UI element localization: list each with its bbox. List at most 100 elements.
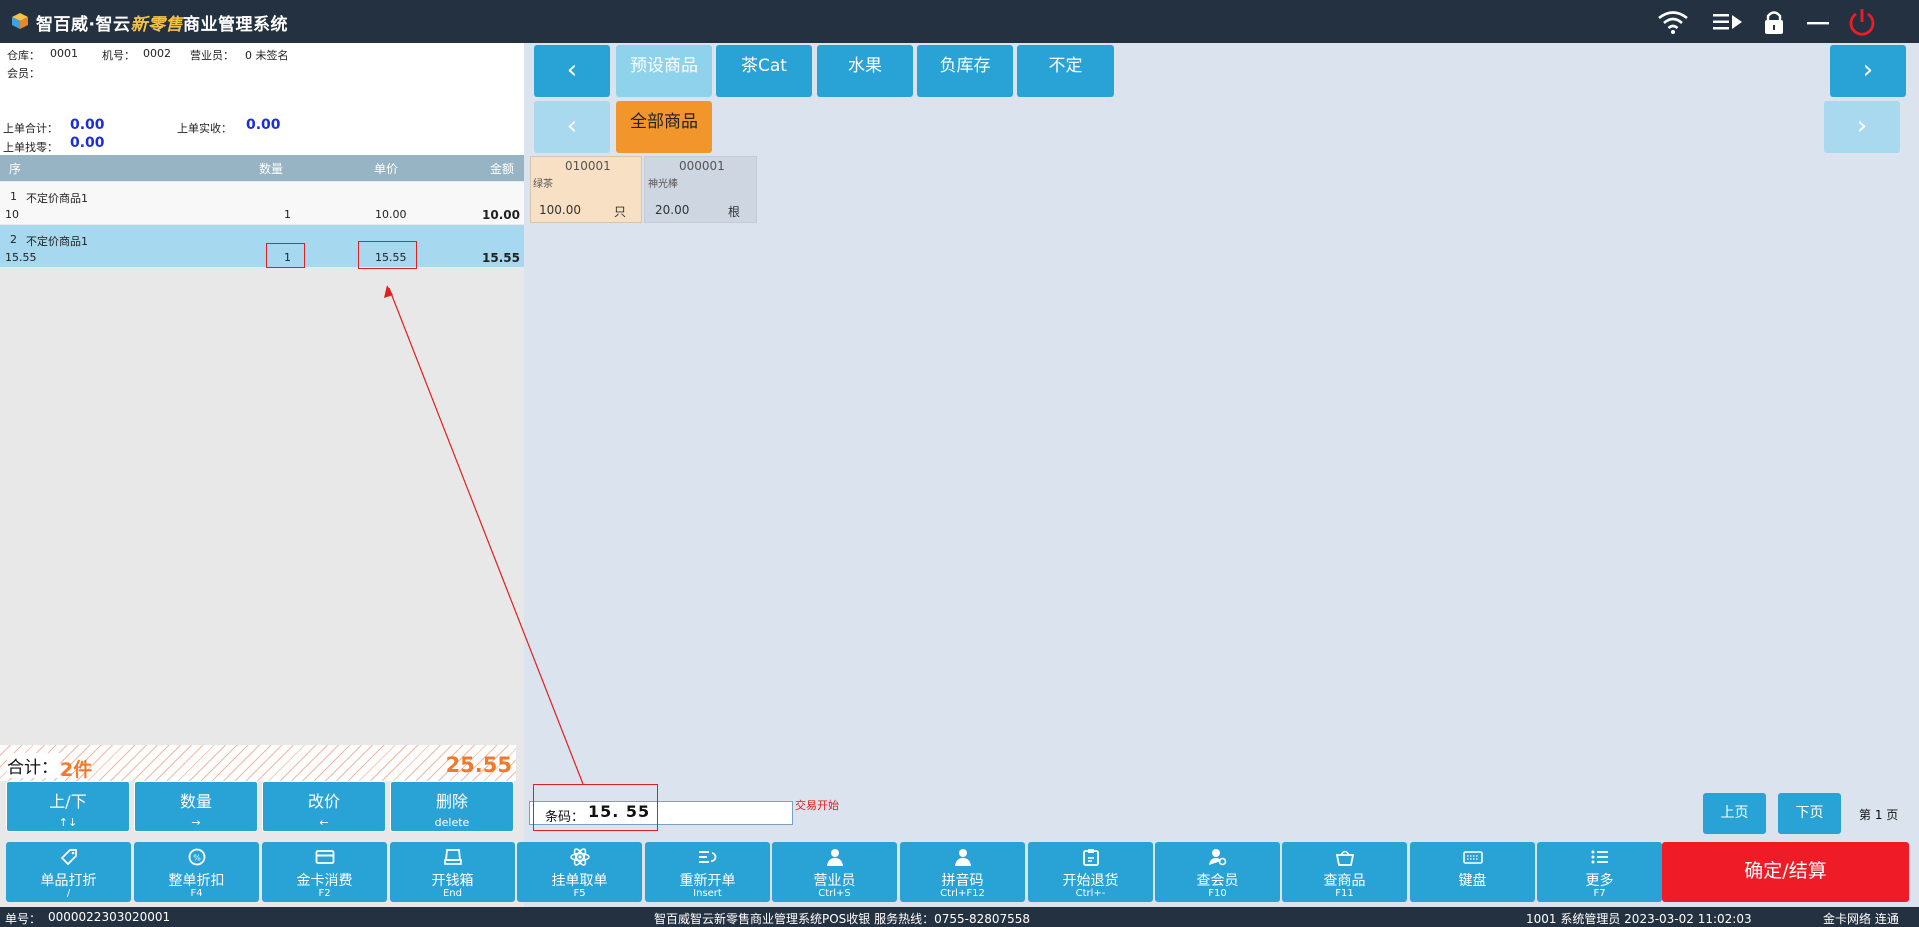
- item-discount-button[interactable]: 单品打折 /: [6, 842, 131, 902]
- barcode-label: 条码：: [545, 810, 585, 825]
- total-sum: 25.55: [445, 753, 512, 777]
- col-price: 单价: [374, 162, 399, 176]
- up-down-button[interactable]: 上/下 ↑↓: [6, 781, 130, 832]
- next-page-button[interactable]: 下页: [1778, 793, 1841, 834]
- app-title: 智百威·智云新零售商业管理系统: [36, 15, 288, 35]
- tag-icon: [60, 849, 77, 866]
- return-icon: [1082, 849, 1099, 866]
- table-row[interactable]: 1 不定价商品1 10 1 10.00 10.00: [0, 182, 524, 224]
- last-total-value: 0.00: [70, 117, 105, 133]
- search-member-button[interactable]: 查会员 F10: [1155, 842, 1280, 902]
- wifi-icon: [1658, 11, 1688, 34]
- confirm-checkout-button[interactable]: 确定/结算: [1662, 842, 1909, 902]
- prev-page-button[interactable]: 上页: [1703, 793, 1766, 834]
- col-amount: 金额: [490, 162, 515, 176]
- table-row-selected[interactable]: 2 不定价商品1 15.55 1 15.55 15.55: [0, 225, 524, 267]
- clerk-icon: [826, 849, 843, 866]
- row-no: 2: [10, 233, 17, 246]
- row-name: 不定价商品1: [26, 235, 88, 248]
- delete-button[interactable]: 删除 delete: [390, 781, 514, 832]
- barcode-value: 15. 55: [588, 802, 651, 821]
- box-logo-icon: [12, 13, 28, 29]
- table-header: 序 数量 单价 金额: [0, 155, 524, 181]
- row-qty: 1: [284, 208, 291, 221]
- last-total-label: 上单合计：: [3, 122, 58, 135]
- product-card[interactable]: 000001 神光棒 20.00 根: [644, 156, 757, 223]
- change-price-button[interactable]: 改价 ←: [262, 781, 386, 832]
- order-info: 仓库： 0001 机号： 0002 营业员： 0 未签名 会员： 上单合计： 0…: [0, 43, 524, 155]
- status-center-text: 智百威智云新零售商业管理系统POS收银 服务热线：0755-82807558: [654, 912, 1031, 926]
- category-preset[interactable]: 预设商品: [616, 45, 712, 97]
- row-code: 10: [5, 208, 19, 221]
- member-search-icon: [1208, 849, 1226, 866]
- category-undetermined[interactable]: 不定: [1017, 45, 1114, 97]
- pinyin-icon: [954, 849, 971, 866]
- subcategory-next-button[interactable]: ›: [1824, 101, 1900, 153]
- reopen-icon: [698, 851, 716, 863]
- basket-icon: [1335, 850, 1354, 866]
- total-count: 2件: [60, 759, 93, 781]
- category-tea[interactable]: 茶Cat: [716, 45, 812, 97]
- new-order-button[interactable]: 重新开单 Insert: [645, 842, 770, 902]
- row-code: 15.55: [5, 251, 37, 264]
- last-change-label: 上单找零：: [3, 141, 58, 154]
- order-discount-button[interactable]: % 整单折扣 F4: [134, 842, 259, 902]
- hold-retrieve-button[interactable]: 挂单取单 F5: [517, 842, 642, 902]
- barcode-input[interactable]: [529, 801, 793, 825]
- last-change-value: 0.00: [70, 135, 105, 151]
- atom-icon: [569, 848, 590, 866]
- machine-label: 机号：: [102, 49, 135, 62]
- gold-card-button[interactable]: 金卡消费 F2: [262, 842, 387, 902]
- title-bar: 智百威·智云新零售商业管理系统: [0, 0, 1919, 43]
- status-user-time: 1001 系统管理员 2023-03-02 11:02:03: [1526, 912, 1752, 926]
- playlist-icon[interactable]: [1710, 6, 1744, 38]
- category-prev-button[interactable]: ‹: [534, 45, 610, 97]
- col-qty: 数量: [259, 162, 284, 176]
- minimize-icon[interactable]: [1801, 6, 1835, 38]
- barcode-highlight: [533, 784, 658, 831]
- price-highlight: [358, 241, 417, 269]
- product-card[interactable]: 010001 绿茶 100.00 只: [530, 156, 642, 223]
- total-bar: 合计： 2件 25.55: [0, 745, 516, 781]
- quantity-button[interactable]: 数量 →: [134, 781, 258, 832]
- product-code: 000001: [679, 159, 725, 173]
- row-price: 10.00: [375, 208, 407, 221]
- category-all-products[interactable]: 全部商品: [616, 101, 712, 153]
- product-price: 20.00: [655, 203, 690, 217]
- order-no-label: 单号：: [5, 912, 42, 926]
- clerk-value: 0 未签名: [245, 49, 289, 62]
- open-cashbox-button[interactable]: 开钱箱 End: [390, 842, 515, 902]
- product-price: 100.00: [539, 203, 581, 217]
- product-code: 010001: [565, 159, 611, 173]
- subcategory-prev-button[interactable]: ‹: [534, 101, 610, 153]
- product-unit: 根: [728, 205, 741, 219]
- category-negative-stock[interactable]: 负库存: [917, 45, 1013, 97]
- machine-value: 0002: [143, 47, 171, 60]
- lock-icon[interactable]: [1757, 6, 1791, 38]
- product-name: 绿茶: [533, 179, 553, 190]
- keyboard-button[interactable]: 键盘: [1410, 842, 1535, 902]
- start-return-button[interactable]: 开始退货 Ctrl+-: [1028, 842, 1153, 902]
- more-button[interactable]: 更多 F7: [1537, 842, 1662, 902]
- clerk-button[interactable]: 营业员 Ctrl+S: [772, 842, 897, 902]
- power-icon[interactable]: [1845, 6, 1879, 38]
- svg-text:%: %: [193, 854, 201, 863]
- row-price: 15.55: [375, 251, 407, 264]
- cashbox-icon: [443, 849, 462, 865]
- clerk-label: 营业员：: [190, 49, 234, 62]
- order-panel: 仓库： 0001 机号： 0002 营业员： 0 未签名 会员： 上单合计： 0…: [0, 43, 524, 908]
- row-no: 1: [10, 190, 17, 203]
- discount-icon: %: [188, 848, 205, 866]
- warehouse-label: 仓库：: [7, 49, 40, 62]
- category-fruit[interactable]: 水果: [817, 45, 913, 97]
- last-paid-label: 上单实收：: [177, 122, 232, 135]
- row-amount: 15.55: [482, 251, 520, 265]
- status-bar: 单号： 0000022303020001 智百威智云新零售商业管理系统POS收银…: [0, 907, 1919, 927]
- member-label: 会员：: [7, 67, 40, 80]
- card-icon: [315, 850, 334, 864]
- list-icon: [1591, 850, 1608, 864]
- category-next-button[interactable]: ›: [1830, 45, 1906, 97]
- search-product-button[interactable]: 查商品 F11: [1282, 842, 1407, 902]
- pinyin-button[interactable]: 拼音码 Ctrl+F12: [900, 842, 1025, 902]
